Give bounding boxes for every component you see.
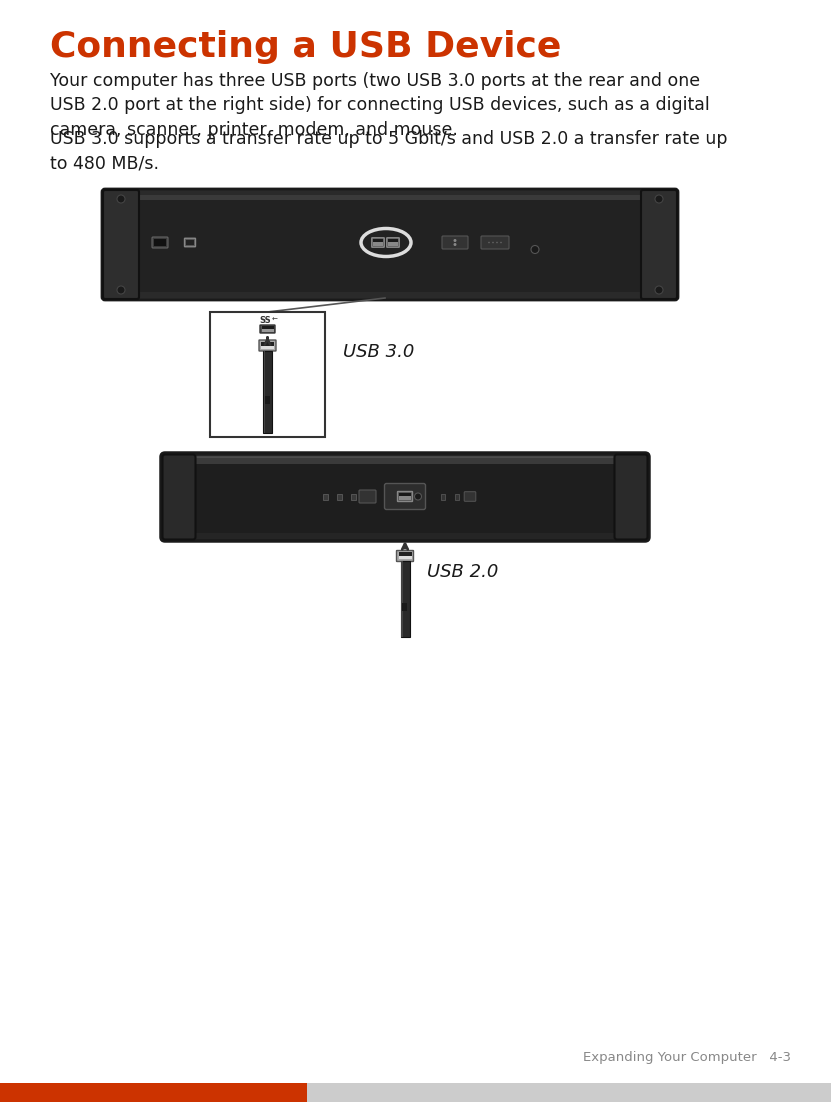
- Text: Connecting a USB Device: Connecting a USB Device: [50, 30, 562, 64]
- Text: Expanding Your Computer   4-3: Expanding Your Computer 4-3: [583, 1051, 791, 1065]
- Circle shape: [500, 241, 502, 244]
- Bar: [113, 195, 667, 199]
- Bar: [173, 464, 637, 533]
- Bar: [186, 240, 194, 246]
- Circle shape: [531, 246, 539, 253]
- FancyBboxPatch shape: [152, 237, 168, 248]
- Circle shape: [117, 195, 125, 203]
- Bar: [262, 326, 273, 329]
- FancyBboxPatch shape: [396, 551, 414, 562]
- Bar: [399, 552, 411, 557]
- Bar: [399, 496, 411, 500]
- FancyBboxPatch shape: [614, 454, 647, 540]
- Bar: [402, 603, 407, 611]
- FancyBboxPatch shape: [259, 341, 276, 352]
- Bar: [265, 396, 270, 404]
- FancyBboxPatch shape: [359, 490, 376, 503]
- Text: USB 3.0 supports a transfer rate up to 5 Gbit/s and USB 2.0 a transfer rate up
t: USB 3.0 supports a transfer rate up to 5…: [50, 130, 727, 172]
- Circle shape: [496, 241, 498, 244]
- Bar: [322, 494, 327, 499]
- Bar: [337, 494, 342, 499]
- FancyBboxPatch shape: [184, 238, 195, 247]
- Bar: [388, 239, 398, 242]
- Bar: [455, 494, 459, 499]
- Bar: [373, 241, 383, 246]
- Text: Your computer has three USB ports (two USB 3.0 ports at the rear and one
USB 2.0: Your computer has three USB ports (two U…: [50, 72, 710, 139]
- Bar: [388, 241, 398, 246]
- FancyBboxPatch shape: [397, 491, 412, 501]
- Bar: [441, 494, 445, 499]
- Circle shape: [655, 287, 663, 294]
- FancyBboxPatch shape: [385, 484, 425, 509]
- FancyBboxPatch shape: [371, 238, 384, 247]
- Circle shape: [117, 287, 125, 294]
- FancyBboxPatch shape: [163, 454, 195, 540]
- Text: ←: ←: [272, 317, 278, 323]
- Bar: [264, 350, 265, 433]
- Circle shape: [655, 195, 663, 203]
- Bar: [401, 561, 410, 637]
- FancyBboxPatch shape: [166, 457, 644, 465]
- Bar: [261, 345, 274, 349]
- FancyBboxPatch shape: [386, 238, 399, 247]
- Bar: [373, 239, 383, 242]
- FancyBboxPatch shape: [103, 190, 139, 299]
- FancyBboxPatch shape: [260, 325, 275, 333]
- Bar: [261, 342, 274, 346]
- Circle shape: [454, 239, 456, 242]
- Bar: [399, 493, 411, 497]
- FancyBboxPatch shape: [481, 236, 509, 249]
- Bar: [0, 1083, 307, 1102]
- Bar: [401, 561, 403, 637]
- Text: USB 3.0: USB 3.0: [343, 343, 415, 361]
- Bar: [307, 1083, 831, 1102]
- Bar: [399, 555, 411, 560]
- Circle shape: [488, 241, 489, 244]
- FancyBboxPatch shape: [161, 453, 649, 541]
- Bar: [262, 328, 273, 332]
- Circle shape: [492, 241, 494, 244]
- FancyBboxPatch shape: [102, 190, 678, 300]
- Bar: [210, 312, 325, 437]
- Bar: [154, 239, 166, 246]
- Text: USB 2.0: USB 2.0: [427, 563, 499, 581]
- Circle shape: [415, 493, 421, 500]
- FancyBboxPatch shape: [442, 236, 468, 249]
- Text: SS: SS: [259, 316, 271, 325]
- FancyBboxPatch shape: [641, 190, 677, 299]
- FancyBboxPatch shape: [465, 491, 476, 501]
- Bar: [351, 494, 356, 499]
- Bar: [263, 350, 272, 433]
- Circle shape: [454, 244, 456, 246]
- Bar: [113, 199, 667, 292]
